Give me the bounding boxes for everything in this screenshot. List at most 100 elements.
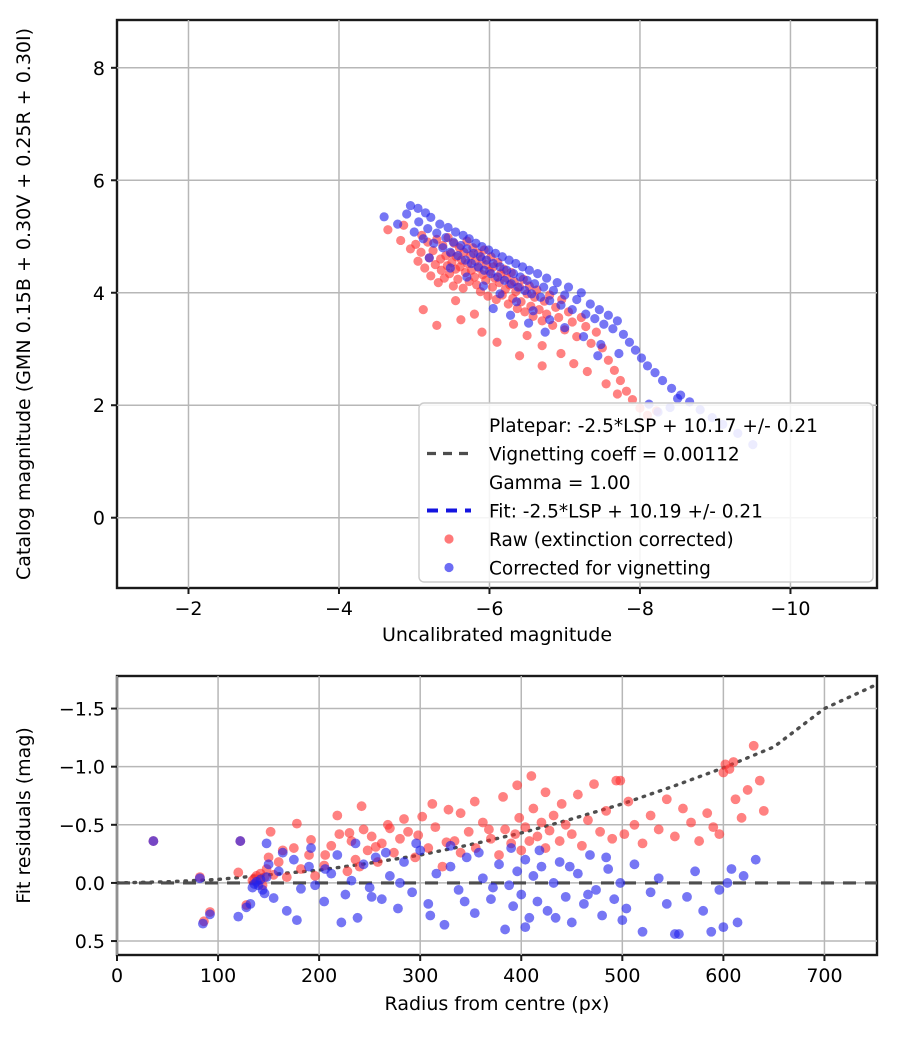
data-point: [536, 861, 547, 872]
data-point: [410, 852, 421, 863]
legend-label-corrected: Corrected for vignetting: [489, 559, 711, 580]
data-point: [281, 872, 292, 883]
data-point: [342, 866, 353, 877]
data-point: [528, 871, 539, 881]
data-point: [534, 845, 545, 856]
data-point: [500, 924, 510, 935]
data-point: [423, 898, 434, 909]
legend-label-vignetting: Vignetting coeff = 0.00112: [489, 445, 740, 466]
data-point: [708, 822, 719, 833]
y-tick-label: 2: [93, 395, 105, 417]
data-point: [583, 889, 593, 900]
data-point: [597, 910, 608, 921]
data-point: [396, 235, 406, 246]
data-point: [265, 826, 276, 837]
data-point: [469, 272, 480, 282]
data-point: [702, 808, 713, 819]
data-point: [462, 244, 472, 254]
data-point: [748, 740, 759, 751]
data-point: [462, 272, 472, 282]
data-point: [552, 278, 562, 288]
data-point: [730, 794, 741, 805]
data-point: [533, 269, 543, 279]
data-point: [617, 915, 628, 926]
data-point: [455, 808, 466, 819]
data-point: [572, 294, 582, 305]
data-point: [591, 327, 601, 337]
data-point: [268, 893, 279, 903]
y-tick-label: −1.5: [59, 699, 105, 721]
data-point: [198, 918, 208, 929]
data-point: [488, 303, 498, 314]
data-point: [520, 822, 531, 833]
data-point: [370, 852, 381, 863]
data-point: [615, 375, 626, 386]
data-point: [560, 323, 570, 333]
data-point: [364, 882, 375, 893]
data-point: [362, 845, 373, 856]
data-point: [650, 368, 660, 378]
data-point: [698, 905, 709, 916]
data-point: [366, 831, 377, 842]
data-point: [432, 228, 442, 238]
data-point: [399, 814, 409, 824]
data-point: [607, 833, 618, 844]
data-point: [486, 833, 496, 844]
data-point: [356, 801, 367, 812]
x-tick-label: −2: [174, 598, 202, 620]
legend-label-raw: Raw (extinction corrected): [489, 530, 734, 551]
data-point: [528, 803, 539, 814]
data-point: [437, 861, 448, 872]
data-point: [758, 805, 769, 816]
series-corrected-for-vignetting: [148, 836, 761, 939]
data-point: [540, 787, 551, 798]
y-axis-label: Fit residuals (mag): [13, 727, 35, 904]
data-point: [594, 305, 604, 315]
data-point: [556, 798, 567, 809]
data-point: [483, 291, 493, 301]
data-point: [548, 878, 559, 888]
data-point: [536, 817, 547, 828]
data-point: [583, 815, 593, 826]
data-point: [291, 818, 302, 829]
data-point: [516, 889, 527, 900]
x-tick-label: −4: [325, 598, 353, 620]
data-point: [332, 850, 343, 860]
data-point: [674, 929, 684, 939]
data-point: [473, 847, 484, 858]
data-point: [405, 200, 416, 211]
x-tick-label: 600: [705, 965, 741, 987]
data-point: [661, 794, 672, 805]
data-point: [718, 922, 729, 932]
data-point: [319, 896, 330, 907]
data-point: [637, 838, 648, 849]
data-point: [560, 290, 570, 300]
data-point: [532, 831, 543, 842]
data-point: [416, 247, 426, 257]
data-point: [526, 771, 537, 781]
data-point: [609, 894, 620, 905]
data-point: [537, 361, 547, 371]
data-point: [435, 219, 445, 229]
data-point: [601, 805, 612, 816]
data-point: [560, 819, 571, 830]
data-point: [528, 306, 538, 316]
data-point: [414, 217, 424, 227]
data-point: [514, 812, 525, 823]
data-point: [273, 866, 284, 877]
data-point: [469, 908, 480, 919]
data-point: [407, 887, 418, 898]
data-point: [423, 224, 433, 234]
data-point: [459, 896, 470, 907]
data-point: [589, 779, 599, 790]
data-point: [629, 819, 640, 830]
y-tick-label: 6: [93, 170, 105, 192]
data-point: [624, 337, 635, 347]
data-point: [714, 829, 725, 839]
data-point: [527, 289, 537, 299]
data-point: [424, 253, 434, 263]
data-point: [569, 359, 579, 369]
data-point: [420, 263, 430, 273]
data-point: [532, 896, 543, 907]
data-point: [458, 283, 468, 293]
